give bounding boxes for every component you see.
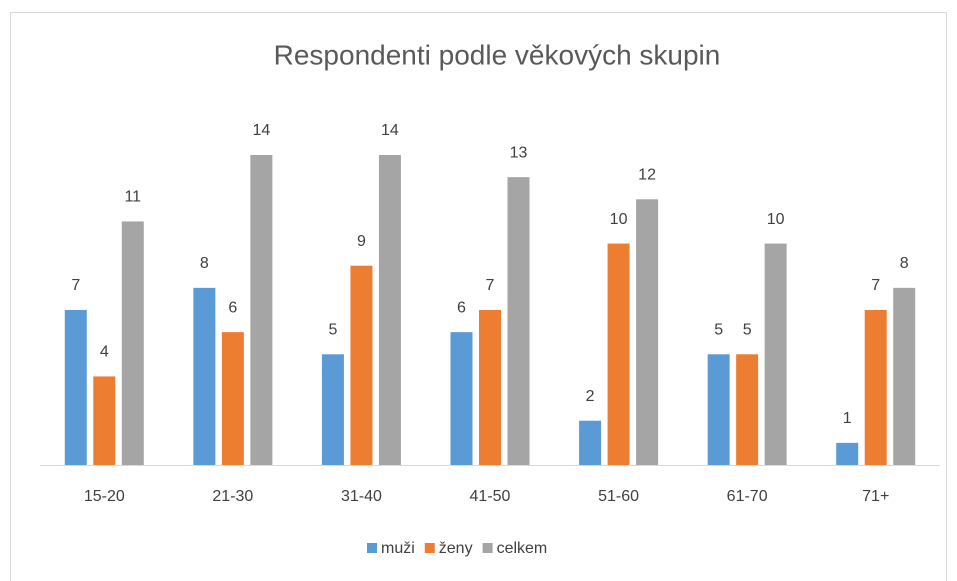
x-tick-label: 31-40 — [341, 488, 382, 505]
data-label: 8 — [200, 255, 209, 272]
chart-title: Respondenti podle věkových skupin — [274, 39, 721, 70]
x-tick-label: 15-20 — [84, 488, 125, 505]
legend-swatch — [367, 543, 377, 553]
bar — [636, 199, 659, 466]
data-label: 4 — [100, 344, 109, 361]
data-label: 7 — [486, 277, 495, 294]
bar — [864, 310, 887, 465]
bar — [121, 221, 144, 465]
bar — [350, 265, 373, 465]
bar — [893, 287, 916, 465]
bar — [93, 376, 116, 465]
x-tick-label: 21-30 — [212, 488, 253, 505]
data-label: 7 — [871, 277, 880, 294]
bar — [221, 332, 244, 465]
bar — [836, 442, 859, 465]
data-label: 8 — [900, 255, 909, 272]
bar — [479, 310, 501, 465]
data-label: 6 — [228, 299, 237, 316]
bar — [507, 177, 530, 465]
data-label: 11 — [124, 189, 141, 206]
data-label: 1 — [843, 410, 852, 427]
chart-border — [10, 12, 947, 581]
bar — [321, 354, 344, 465]
bar — [579, 420, 602, 465]
bar — [607, 243, 630, 465]
x-tick-label: 71+ — [862, 488, 889, 505]
bar — [707, 354, 730, 465]
data-label: 2 — [586, 388, 595, 405]
data-label: 10 — [767, 211, 785, 228]
data-label: 14 — [252, 122, 270, 139]
data-label: 5 — [714, 322, 723, 339]
bar — [193, 287, 216, 465]
bar — [450, 332, 473, 465]
bar — [64, 310, 87, 465]
legend-swatch — [482, 543, 493, 553]
legend-label: ženy — [439, 540, 473, 557]
data-label: 5 — [743, 322, 752, 339]
legend-swatch — [424, 543, 435, 553]
data-label: 13 — [510, 144, 528, 161]
data-label: 6 — [457, 299, 466, 316]
legend-label: celkem — [497, 540, 548, 557]
bar — [250, 155, 273, 465]
legend-label: muži — [381, 540, 415, 557]
bar — [736, 354, 759, 465]
data-label: 14 — [381, 122, 399, 139]
x-tick-label: 61-70 — [727, 488, 768, 505]
bar — [378, 155, 401, 465]
data-label: 12 — [638, 167, 656, 184]
data-label: 9 — [357, 233, 366, 250]
data-label: 5 — [328, 322, 337, 339]
bar — [764, 243, 787, 465]
x-tick-label: 41-50 — [470, 488, 511, 505]
data-label: 7 — [71, 277, 80, 294]
data-label: 10 — [610, 211, 628, 228]
x-tick-label: 51-60 — [598, 488, 639, 505]
